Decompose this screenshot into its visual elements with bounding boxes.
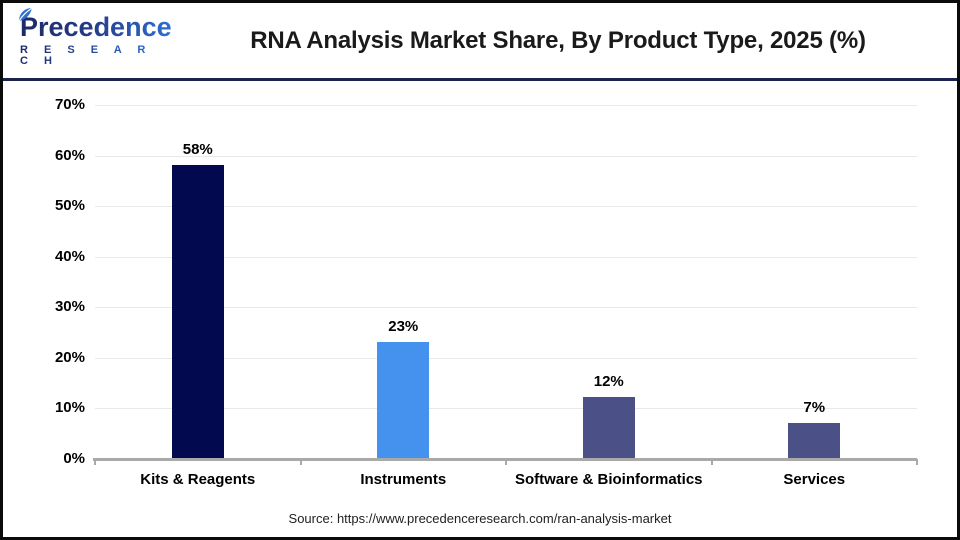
- bar-software-bioinformatics: [582, 397, 635, 458]
- y-axis-tick-label: 50%: [54, 197, 85, 215]
- gridline: [95, 256, 917, 258]
- x-axis-label-software-bioinformatics: Software & Bioinformatics: [514, 471, 703, 488]
- bar-chart: Source: https://www.precedenceresearch.c…: [3, 81, 957, 537]
- x-axis-tick: [94, 459, 96, 465]
- gridline: [95, 105, 917, 106]
- bar-instruments: [377, 341, 430, 458]
- y-axis-tick-label: 40%: [54, 247, 85, 265]
- bar-value-label-software-bioinformatics: 12%: [593, 373, 624, 391]
- precedence-research-logo: Precedence R E S E A R C H: [3, 7, 173, 67]
- y-axis-tick-label: 30%: [54, 298, 85, 316]
- logo-brand-text: Precedence: [20, 12, 172, 42]
- y-axis-tick-label: 10%: [54, 399, 85, 417]
- x-axis-label-services: Services: [783, 471, 846, 488]
- y-axis-tick-label: 70%: [54, 96, 85, 113]
- bar-value-label-services: 7%: [803, 398, 826, 416]
- source-text: Source: https://www.precedenceresearch.c…: [288, 511, 672, 526]
- bar-value-label-instruments: 23%: [388, 317, 419, 335]
- x-axis-label-instruments: Instruments: [360, 471, 447, 488]
- x-axis-tick: [710, 459, 713, 465]
- y-axis-tick-label: 20%: [54, 348, 85, 366]
- gridline: [95, 357, 917, 359]
- y-axis-tick-label: 60%: [54, 146, 85, 164]
- gridline: [95, 307, 917, 309]
- x-axis-tick: [505, 459, 507, 465]
- gridline: [95, 408, 917, 410]
- x-axis-tick: [299, 459, 302, 465]
- x-axis-label-kits-reagents: Kits & Reagents: [140, 471, 256, 488]
- header: Precedence R E S E A R C H RNA Analysis …: [3, 3, 957, 81]
- title-container: RNA Analysis Market Share, By Product Ty…: [173, 27, 957, 55]
- logo-sub-text: R E S E A R C H: [20, 45, 173, 67]
- x-axis-tick: [916, 459, 918, 465]
- bar-kits-reagents: [171, 164, 224, 458]
- chart-title: RNA Analysis Market Share, By Product Ty…: [250, 26, 866, 54]
- bar-services: [788, 422, 841, 458]
- bar-value-label-kits-reagents: 58%: [182, 140, 213, 158]
- gridline: [95, 155, 917, 157]
- leaf-icon: [18, 7, 33, 22]
- y-axis-tick-label: 0%: [63, 450, 85, 467]
- gridline: [95, 206, 917, 208]
